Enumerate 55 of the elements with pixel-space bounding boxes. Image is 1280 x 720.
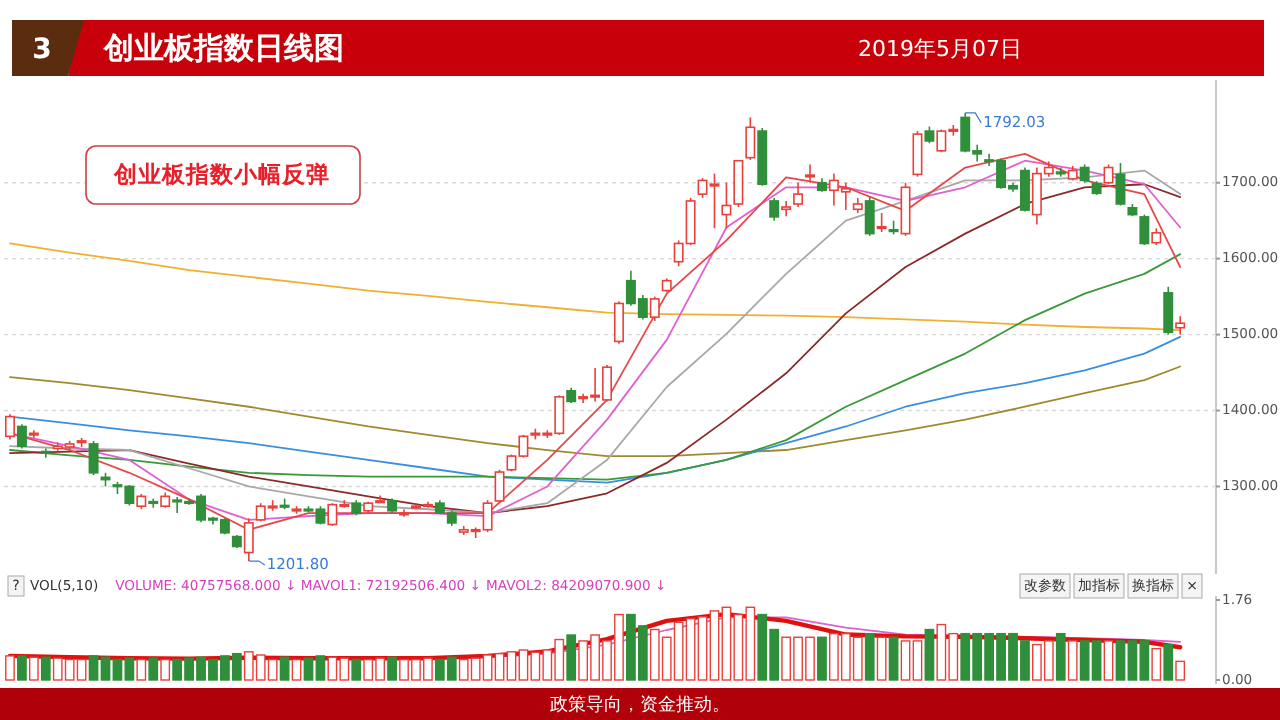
text: 3 [32, 33, 52, 66]
text: 政策导向，资金推动。 [550, 693, 730, 716]
annotation: 创业板指数小幅反弹 [112, 160, 330, 189]
bar [1151, 647, 1162, 681]
chart-title: 创业板指数日线图 [102, 30, 344, 67]
bar [160, 658, 171, 681]
bar [1175, 660, 1186, 681]
candlestick [733, 159, 744, 208]
candlestick [88, 440, 99, 476]
bar [864, 632, 875, 681]
bar [1067, 640, 1078, 681]
candlestick [912, 130, 923, 178]
candlestick [494, 468, 505, 504]
candlestick [243, 517, 254, 562]
candlestick [745, 116, 756, 161]
bar [876, 636, 887, 681]
chart-subtitle: 2019年5月07日 [858, 36, 1022, 63]
candlestick [16, 423, 27, 450]
line-series [9, 335, 1182, 484]
candlestick [613, 300, 624, 345]
candlestick [1163, 285, 1174, 336]
line-series [9, 365, 1182, 457]
candlestick [4, 413, 15, 441]
line-series [9, 253, 1182, 481]
candlestick [1139, 213, 1150, 246]
bar [1055, 632, 1066, 681]
bar [351, 658, 362, 681]
bar [279, 656, 290, 681]
bar [5, 655, 15, 681]
candlestick [876, 212, 887, 233]
bar [17, 655, 27, 681]
bar [28, 656, 39, 681]
candlestick [649, 295, 660, 322]
bar [136, 658, 147, 681]
bar [40, 656, 51, 681]
candlestick [1115, 162, 1126, 207]
candlestick [1079, 163, 1090, 184]
bar [291, 658, 302, 681]
candlestick [864, 195, 875, 237]
bar [1163, 643, 1174, 681]
line-series [7, 611, 1183, 661]
bar [148, 657, 159, 681]
bar [817, 636, 827, 681]
bar [566, 634, 577, 681]
bar [387, 656, 397, 681]
candlestick [900, 181, 911, 237]
candlestick [1175, 315, 1186, 336]
candlestick [805, 163, 815, 184]
candlestick [769, 197, 780, 222]
candlestick [721, 181, 732, 230]
bar [924, 628, 935, 681]
candlestick [781, 200, 792, 217]
candlestick [793, 181, 804, 208]
bar [888, 636, 899, 681]
bar [1103, 640, 1114, 681]
